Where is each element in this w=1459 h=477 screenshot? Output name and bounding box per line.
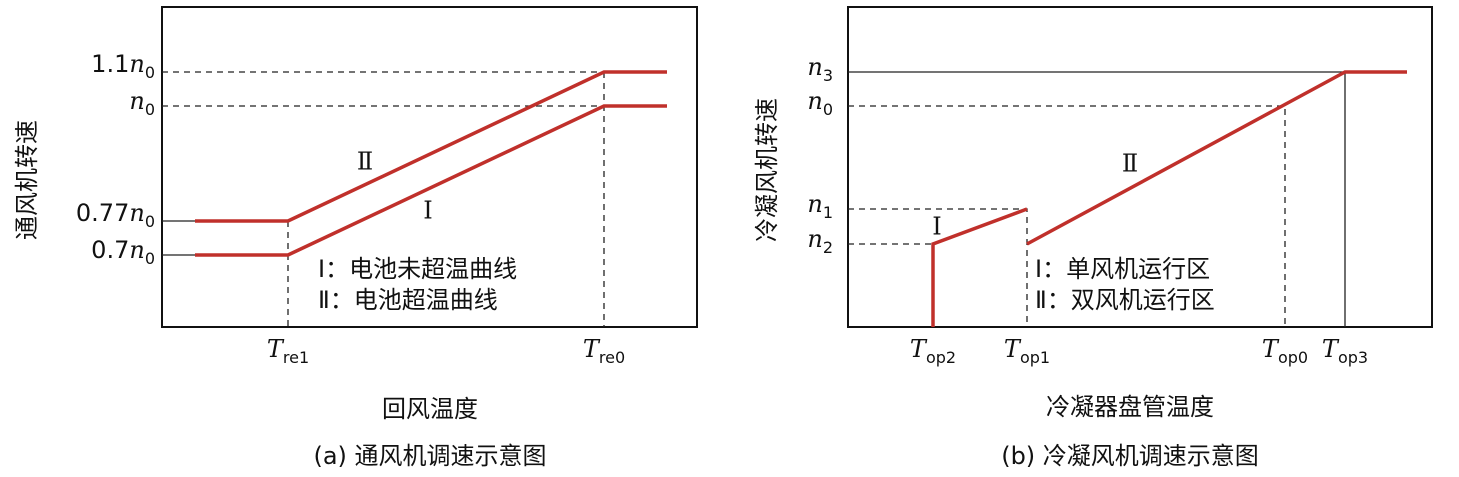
symbol-label: Top1 [1004, 335, 1050, 367]
symbol: n [807, 87, 822, 115]
guides [162, 220, 195, 256]
symbol-label: Top2 [910, 335, 956, 367]
curve-2 [1026, 70, 1407, 246]
symbol: T [267, 335, 285, 363]
symbol: T [1004, 335, 1022, 363]
symbol-label: n3 [807, 53, 833, 85]
legend-entry: Ⅰ：电池未超温曲线 [318, 255, 517, 283]
subscript: op1 [1020, 348, 1050, 367]
coefficient: 0.7 [91, 236, 129, 264]
curve-label: Ⅱ [357, 148, 373, 176]
symbol: T [1322, 335, 1340, 363]
symbol-label: Top3 [1322, 335, 1368, 367]
symbol-label: n0 [807, 87, 833, 119]
subscript: 0 [145, 100, 155, 119]
subscript: 3 [823, 66, 833, 85]
curve-label: Ⅰ [932, 213, 941, 241]
symbol: T [910, 335, 928, 363]
curve-label: Ⅰ [423, 197, 432, 225]
symbol: n [807, 225, 822, 253]
caption: (a) 通风机调速示意图 [313, 442, 546, 470]
frame [847, 6, 1433, 328]
symbol-label: n0 [129, 87, 155, 119]
curve-2 [195, 70, 667, 223]
symbol: n [129, 236, 144, 264]
panel-b-shapes [847, 6, 1433, 328]
symbol: T [1262, 335, 1280, 363]
subscript: op3 [1338, 348, 1368, 367]
subscript: 0 [145, 63, 155, 82]
symbol-label: Tre0 [583, 335, 625, 367]
frame [161, 6, 698, 328]
symbol-label: n2 [807, 225, 833, 257]
curve-1 [931, 207, 1028, 327]
coefficient: 1.1 [91, 50, 129, 78]
symbol-label: 0.77n0 [76, 199, 155, 231]
legend-entry: Ⅱ：双风机运行区 [1035, 286, 1215, 314]
curve-1 [195, 104, 667, 257]
subscript: re0 [599, 348, 625, 367]
legend-entry: Ⅰ：单风机运行区 [1035, 255, 1210, 283]
subscript: op0 [1278, 348, 1308, 367]
legend-entry: Ⅱ：电池超温曲线 [318, 286, 498, 314]
symbol: n [129, 50, 144, 78]
symbol: T [583, 335, 601, 363]
subscript: 0 [823, 100, 833, 119]
symbol-label: 0.7n0 [91, 236, 155, 268]
symbol: n [129, 199, 144, 227]
curve-label: Ⅱ [1122, 150, 1138, 178]
symbol: n [807, 53, 822, 81]
x-axis-label: 回风温度 [382, 395, 478, 423]
x-axis-label: 冷凝器盘管温度 [1046, 393, 1214, 421]
symbol-label: 1.1n0 [91, 50, 155, 82]
subscript: op2 [926, 348, 956, 367]
symbol-label: Top0 [1262, 335, 1308, 367]
symbol: n [129, 87, 144, 115]
subscript: re1 [283, 348, 309, 367]
panel-a-shapes [161, 6, 698, 328]
subscript: 1 [823, 203, 833, 222]
caption: (b) 冷凝风机调速示意图 [1001, 442, 1259, 470]
symbol-label: Tre1 [267, 335, 309, 367]
y-axis-label: 通风机转速 [13, 120, 41, 240]
symbol: n [807, 190, 822, 218]
subscript: 0 [145, 249, 155, 268]
subscript: 0 [145, 212, 155, 231]
guides [162, 71, 605, 327]
coefficient: 0.77 [76, 199, 129, 227]
symbol-label: n1 [807, 190, 833, 222]
y-axis-label: 冷凝风机转速 [753, 98, 781, 242]
subscript: 2 [823, 238, 833, 257]
